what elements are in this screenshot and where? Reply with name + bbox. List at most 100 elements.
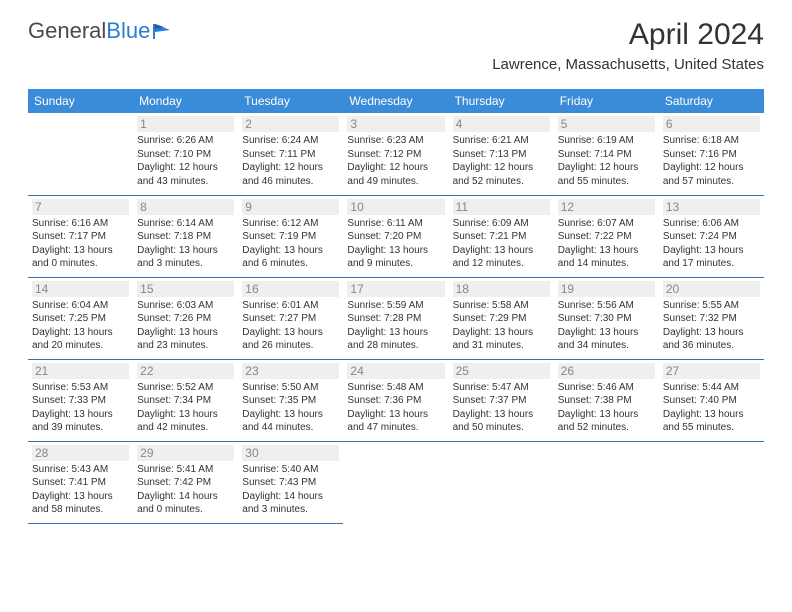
day-details: Sunrise: 6:24 AMSunset: 7:11 PMDaylight:… [242,134,339,188]
day-details: Sunrise: 5:41 AMSunset: 7:42 PMDaylight:… [137,463,234,517]
calendar-cell: 12 Sunrise: 6:07 AMSunset: 7:22 PMDayligh… [554,195,659,277]
daylight-text: Daylight: 14 hours and 0 minutes. [137,490,234,517]
day-header: Friday [554,89,659,113]
day-number: 18 [453,281,550,297]
sunset-text: Sunset: 7:24 PM [663,230,760,244]
sunset-text: Sunset: 7:13 PM [453,148,550,162]
daylight-text: Daylight: 13 hours and 20 minutes. [32,326,129,353]
daylight-text: Daylight: 14 hours and 3 minutes. [242,490,339,517]
day-number: 1 [137,116,234,132]
day-details: Sunrise: 5:58 AMSunset: 7:29 PMDaylight:… [453,299,550,353]
calendar-cell: 19Sunrise: 5:56 AMSunset: 7:30 PMDayligh… [554,277,659,359]
day-details: Sunrise: 6:16 AMSunset: 7:17 PMDaylight:… [32,217,129,271]
sunset-text: Sunset: 7:17 PM [32,230,129,244]
day-details: Sunrise: 5:43 AMSunset: 7:41 PMDaylight:… [32,463,129,517]
daylight-text: Daylight: 12 hours and 46 minutes. [242,161,339,188]
calendar-cell: 10Sunrise: 6:11 AMSunset: 7:20 PMDayligh… [343,195,448,277]
calendar-cell: 14Sunrise: 6:04 AMSunset: 7:25 PMDayligh… [28,277,133,359]
daylight-text: Daylight: 13 hours and 52 minutes. [558,408,655,435]
calendar-cell: 29Sunrise: 5:41 AMSunset: 7:42 PMDayligh… [133,441,238,523]
day-details: Sunrise: 5:46 AMSunset: 7:38 PMDaylight:… [558,381,655,435]
daylight-text: Daylight: 13 hours and 23 minutes. [137,326,234,353]
sunset-text: Sunset: 7:26 PM [137,312,234,326]
calendar-cell: 24 Sunrise: 5:48 AMSunset: 7:36 PMDayligh… [343,359,448,441]
calendar-cell: 17Sunrise: 5:59 AMSunset: 7:28 PMDayligh… [343,277,448,359]
sunrise-text: Sunrise: 5:59 AM [347,299,444,313]
sunrise-text: Sunrise: 5:47 AM [453,381,550,395]
day-details: Sunrise: 6:01 AMSunset: 7:27 PMDaylight:… [242,299,339,353]
sunrise-text: Sunrise: 6:19 AM [558,134,655,148]
day-details: Sunrise: 6:11 AMSunset: 7:20 PMDaylight:… [347,217,444,271]
day-details: Sunrise: 6:06 AMSunset: 7:24 PMDaylight:… [663,217,760,271]
daylight-text: Daylight: 13 hours and 58 minutes. [32,490,129,517]
calendar-row: 1 Sunrise: 6:26 AMSunset: 7:10 PMDaylight… [28,113,764,195]
sunrise-text: Sunrise: 5:53 AM [32,381,129,395]
sunrise-text: Sunrise: 5:43 AM [32,463,129,477]
sunrise-text: Sunrise: 6:11 AM [347,217,444,231]
day-number: 28 [32,445,129,461]
calendar-cell: 8Sunrise: 6:14 AMSunset: 7:18 PMDaylight… [133,195,238,277]
sunrise-text: Sunrise: 6:14 AM [137,217,234,231]
sunset-text: Sunset: 7:36 PM [347,394,444,408]
calendar-cell: 28 Sunrise: 5:43 AMSunset: 7:41 PMDayligh… [28,441,133,523]
calendar-cell: 21 Sunrise: 5:53 AMSunset: 7:33 PMDayligh… [28,359,133,441]
day-number: 21 [32,363,129,379]
sunrise-text: Sunrise: 6:06 AM [663,217,760,231]
day-details: Sunrise: 5:53 AMSunset: 7:33 PMDaylight:… [32,381,129,435]
day-number: 17 [347,281,444,297]
day-details: Sunrise: 6:14 AMSunset: 7:18 PMDaylight:… [137,217,234,271]
day-number: 16 [242,281,339,297]
day-details: Sunrise: 6:07 AMSunset: 7:22 PMDaylight:… [558,217,655,271]
day-details: Sunrise: 5:56 AMSunset: 7:30 PMDaylight:… [558,299,655,353]
sunrise-text: Sunrise: 5:48 AM [347,381,444,395]
sunrise-text: Sunrise: 5:55 AM [663,299,760,313]
sunset-text: Sunset: 7:14 PM [558,148,655,162]
day-number: 23 [242,363,339,379]
sunrise-text: Sunrise: 6:23 AM [347,134,444,148]
brand-logo: GeneralBlue [28,18,172,44]
daylight-text: Daylight: 13 hours and 31 minutes. [453,326,550,353]
sunrise-text: Sunrise: 5:40 AM [242,463,339,477]
day-number: 12 [558,199,655,215]
sunset-text: Sunset: 7:32 PM [663,312,760,326]
day-number: 15 [137,281,234,297]
day-number: 24 [347,363,444,379]
brand-name-2: Blue [106,18,150,43]
calendar-cell: 1 Sunrise: 6:26 AMSunset: 7:10 PMDaylight… [133,113,238,195]
day-details: Sunrise: 6:12 AMSunset: 7:19 PMDaylight:… [242,217,339,271]
sunset-text: Sunset: 7:28 PM [347,312,444,326]
month-title: April 2024 [492,18,764,52]
calendar-cell [659,441,764,523]
day-details: Sunrise: 6:26 AMSunset: 7:10 PMDaylight:… [137,134,234,188]
sunset-text: Sunset: 7:43 PM [242,476,339,490]
day-number: 27 [663,363,760,379]
day-details: Sunrise: 6:03 AMSunset: 7:26 PMDaylight:… [137,299,234,353]
sunrise-text: Sunrise: 5:52 AM [137,381,234,395]
calendar-cell: 22Sunrise: 5:52 AMSunset: 7:34 PMDayligh… [133,359,238,441]
daylight-text: Daylight: 13 hours and 26 minutes. [242,326,339,353]
day-details: Sunrise: 6:04 AMSunset: 7:25 PMDaylight:… [32,299,129,353]
sunset-text: Sunset: 7:37 PM [453,394,550,408]
calendar-cell [554,441,659,523]
calendar-cell: 11Sunrise: 6:09 AMSunset: 7:21 PMDayligh… [449,195,554,277]
brand-name: GeneralBlue [28,18,150,44]
brand-name-1: General [28,18,106,43]
sunset-text: Sunset: 7:12 PM [347,148,444,162]
sunrise-text: Sunrise: 6:18 AM [663,134,760,148]
sunrise-text: Sunrise: 6:03 AM [137,299,234,313]
calendar-table: SundayMondayTuesdayWednesdayThursdayFrid… [28,89,764,524]
calendar-cell: 27Sunrise: 5:44 AMSunset: 7:40 PMDayligh… [659,359,764,441]
daylight-text: Daylight: 12 hours and 57 minutes. [663,161,760,188]
day-details: Sunrise: 6:19 AMSunset: 7:14 PMDaylight:… [558,134,655,188]
sunset-text: Sunset: 7:41 PM [32,476,129,490]
calendar-cell: 25Sunrise: 5:47 AMSunset: 7:37 PMDayligh… [449,359,554,441]
day-number: 11 [453,199,550,215]
day-header: Thursday [449,89,554,113]
sunset-text: Sunset: 7:22 PM [558,230,655,244]
sunset-text: Sunset: 7:30 PM [558,312,655,326]
sunset-text: Sunset: 7:11 PM [242,148,339,162]
daylight-text: Daylight: 13 hours and 0 minutes. [32,244,129,271]
day-details: Sunrise: 5:40 AMSunset: 7:43 PMDaylight:… [242,463,339,517]
calendar-cell [449,441,554,523]
day-details: Sunrise: 5:48 AMSunset: 7:36 PMDaylight:… [347,381,444,435]
